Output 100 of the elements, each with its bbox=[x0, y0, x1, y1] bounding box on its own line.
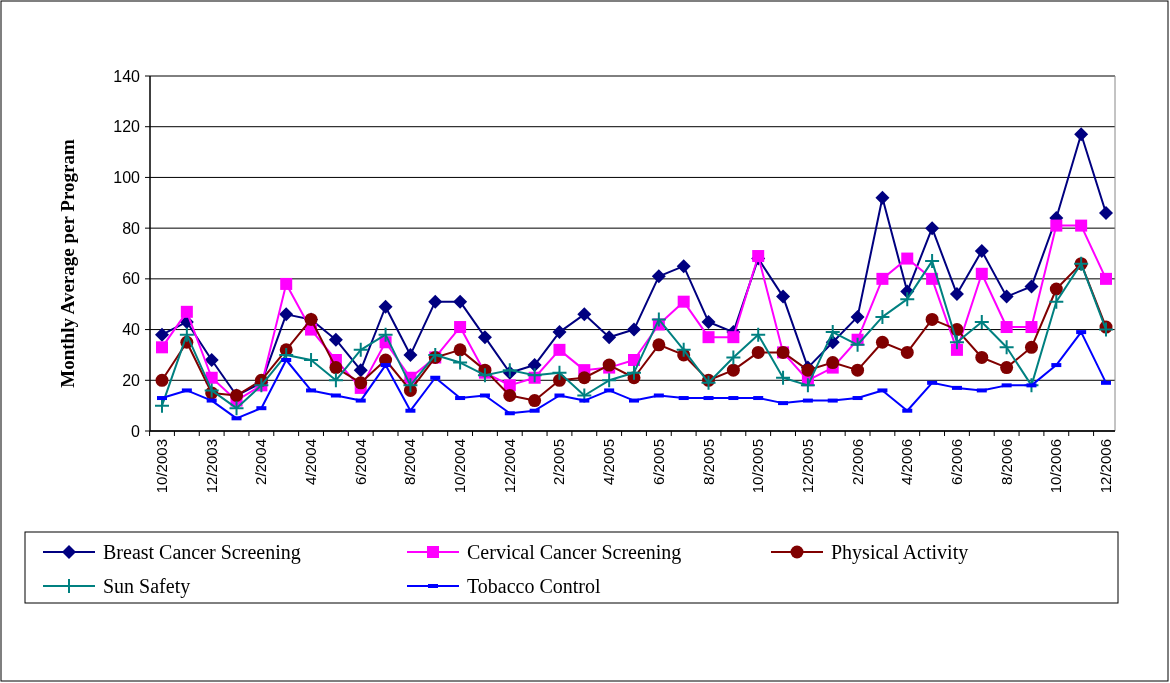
point bbox=[178, 326, 195, 343]
point bbox=[428, 294, 443, 309]
y-tick-label: 120 bbox=[113, 118, 141, 136]
x-tick-label: 12/2006 bbox=[1097, 439, 1114, 494]
point bbox=[155, 327, 169, 342]
point bbox=[849, 336, 866, 353]
point bbox=[402, 377, 419, 394]
point bbox=[675, 341, 692, 358]
point bbox=[377, 326, 394, 343]
point bbox=[650, 311, 667, 328]
point bbox=[353, 363, 368, 378]
point bbox=[627, 322, 641, 337]
point bbox=[1049, 282, 1063, 296]
point bbox=[726, 363, 740, 377]
point bbox=[453, 343, 467, 357]
point bbox=[925, 312, 939, 326]
x-tick-label: 2/2004 bbox=[252, 439, 270, 485]
point bbox=[776, 289, 791, 304]
point bbox=[327, 372, 344, 389]
point bbox=[526, 367, 543, 384]
point bbox=[727, 331, 740, 344]
point bbox=[1048, 293, 1065, 310]
x-tick-label: 10/2006 bbox=[1047, 439, 1065, 494]
point bbox=[1099, 205, 1113, 220]
point bbox=[303, 352, 320, 368]
point bbox=[577, 307, 592, 322]
point bbox=[851, 363, 865, 377]
point bbox=[876, 272, 889, 285]
point bbox=[1100, 272, 1112, 285]
x-tick-label: 12/2004 bbox=[500, 439, 518, 494]
legend-label: Cervical Cancer Screening bbox=[467, 541, 682, 564]
point bbox=[899, 291, 916, 308]
point bbox=[652, 338, 666, 352]
point bbox=[551, 364, 568, 381]
x-tick-label: 6/2006 bbox=[947, 439, 965, 485]
point bbox=[328, 332, 343, 347]
point bbox=[1050, 219, 1063, 232]
x-tick-label: 8/2004 bbox=[401, 439, 419, 485]
point bbox=[850, 309, 865, 324]
point bbox=[528, 394, 542, 408]
point bbox=[875, 190, 890, 205]
point bbox=[378, 299, 393, 314]
point bbox=[750, 326, 767, 343]
point bbox=[180, 305, 193, 318]
point bbox=[553, 343, 566, 356]
point bbox=[874, 308, 891, 325]
point bbox=[998, 339, 1015, 356]
point bbox=[329, 361, 343, 375]
legend-label: Physical Activity bbox=[831, 541, 969, 564]
point bbox=[677, 295, 690, 308]
point bbox=[1000, 321, 1013, 334]
point bbox=[826, 356, 840, 370]
point bbox=[626, 364, 642, 381]
point bbox=[950, 343, 963, 356]
point bbox=[973, 313, 990, 330]
legend-label: Breast Cancer Screening bbox=[103, 541, 301, 564]
point bbox=[676, 259, 691, 274]
point bbox=[702, 331, 715, 344]
point bbox=[775, 369, 792, 386]
point bbox=[577, 371, 591, 385]
point bbox=[452, 354, 469, 371]
point bbox=[974, 243, 989, 258]
point bbox=[601, 372, 618, 389]
point bbox=[1074, 127, 1089, 142]
point bbox=[925, 221, 940, 236]
point bbox=[651, 269, 666, 284]
x-tick-label: 2/2005 bbox=[550, 439, 568, 485]
x-tick-label: 10/2003 bbox=[153, 439, 170, 494]
point bbox=[477, 330, 492, 345]
point bbox=[204, 353, 219, 367]
point bbox=[354, 376, 368, 390]
legend-label: Sun Safety bbox=[103, 575, 191, 598]
legend-label: Tobacco Control bbox=[467, 575, 602, 597]
y-axis-title: Monthly Average per Program bbox=[57, 139, 78, 388]
x-tick-label: 10/2004 bbox=[451, 439, 469, 494]
point bbox=[924, 253, 941, 270]
x-tick-label: 4/2006 bbox=[898, 439, 916, 485]
point bbox=[228, 400, 245, 417]
point bbox=[628, 354, 640, 366]
point bbox=[701, 314, 716, 329]
x-tick-label: 10/2005 bbox=[749, 439, 767, 494]
y-tick-label: 140 bbox=[113, 67, 141, 85]
point bbox=[999, 289, 1014, 304]
point bbox=[1025, 321, 1038, 334]
x-tick-label: 6/2005 bbox=[649, 439, 667, 485]
point bbox=[403, 347, 418, 362]
x-tick-label: 4/2005 bbox=[600, 439, 618, 485]
point bbox=[1098, 321, 1114, 338]
point bbox=[900, 345, 914, 359]
x-tick-label: 12/2005 bbox=[798, 439, 816, 494]
point bbox=[552, 325, 567, 340]
x-tick-label: 12/2003 bbox=[202, 439, 220, 494]
point bbox=[948, 334, 965, 351]
point bbox=[454, 321, 467, 334]
point bbox=[901, 252, 914, 265]
point bbox=[1024, 340, 1038, 354]
x-tick-label: 4/2004 bbox=[302, 439, 320, 485]
point bbox=[1075, 219, 1088, 232]
point bbox=[975, 267, 988, 280]
point bbox=[527, 358, 542, 373]
